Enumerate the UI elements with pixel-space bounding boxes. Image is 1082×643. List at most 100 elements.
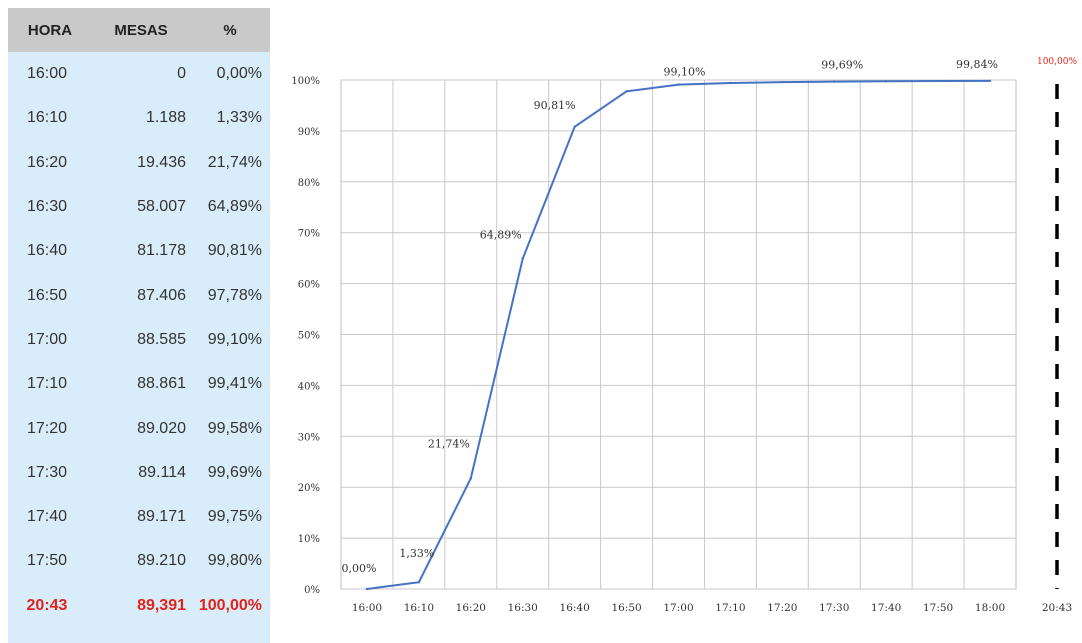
data-label: 99,84% — [956, 58, 998, 71]
cell-mesas: 88.861 — [137, 375, 186, 393]
data-point — [677, 83, 680, 86]
x-tick-label: 16:50 — [611, 602, 641, 614]
x-tick-label: 16:20 — [456, 602, 486, 614]
table-row-final: 20:43 89,391 100,00% — [8, 584, 270, 628]
y-tick-label: 0% — [304, 585, 320, 596]
table-row: 17:20 89.020 99,58% — [8, 406, 270, 450]
cell-mesas: 89.114 — [138, 463, 186, 481]
cell-mesas: 0 — [177, 65, 186, 83]
cell-percent: 0,00% — [216, 65, 262, 83]
cell-percent: 99,75% — [207, 508, 262, 526]
cell-mesas: 88.585 — [137, 330, 186, 348]
cell-mesas: 81.178 — [137, 242, 186, 260]
data-point — [625, 90, 628, 93]
table-row: 17:10 88.861 99,41% — [8, 362, 270, 406]
table-row: 16:40 81.178 90,81% — [8, 229, 270, 273]
cell-hora: 16:40 — [26, 242, 68, 260]
table-row: 16:30 58.007 64,89% — [8, 185, 270, 229]
table-row: 17:40 89.171 99,75% — [8, 495, 270, 539]
table-row: 17:30 89.114 99,69% — [8, 451, 270, 495]
table-row: 16:00 0 0,00% — [8, 52, 270, 96]
table-row: 17:00 88.585 99,10% — [8, 318, 270, 362]
data-point — [833, 80, 836, 83]
data-label: 99,69% — [821, 59, 863, 72]
cell-hora: 17:00 — [26, 330, 68, 348]
cell-percent: 99,41% — [207, 375, 262, 393]
y-tick-label: 50% — [298, 331, 320, 342]
cell-hora: 17:30 — [26, 463, 68, 481]
data-point — [729, 81, 732, 85]
data-point — [365, 587, 369, 591]
x-tick-label: 16:10 — [404, 602, 434, 614]
data-point — [936, 79, 940, 83]
cell-mesas: 89.210 — [137, 552, 186, 570]
cell-hora: 17:40 — [26, 508, 68, 526]
data-point — [781, 80, 784, 84]
x-tick-label: 17:30 — [819, 602, 849, 614]
y-tick-label: 100% — [291, 76, 320, 87]
data-label: 64,89% — [480, 229, 522, 242]
x-tick-label: 17:00 — [663, 602, 693, 614]
cell-hora: 17:20 — [26, 419, 68, 437]
cell-mesas: 19.436 — [137, 153, 186, 171]
cell-mesas: 89.171 — [137, 508, 186, 526]
y-tick-label: 20% — [298, 483, 320, 494]
data-label: 90,81% — [534, 99, 576, 112]
cell-hora: 17:10 — [26, 375, 68, 393]
cell-mesas: 58.007 — [137, 198, 186, 216]
cell-percent: 99,10% — [207, 330, 262, 348]
table-row: 16:20 19.436 21,74% — [8, 141, 270, 185]
table-row: 17:50 89.210 99,80% — [8, 539, 270, 583]
data-point — [884, 80, 888, 83]
y-tick-label: 10% — [298, 534, 320, 545]
cell-hora: 16:30 — [26, 198, 68, 216]
cell-hora: 16:10 — [26, 109, 68, 127]
x-tick-label: 16:30 — [508, 602, 538, 614]
cell-percent: 99,58% — [207, 419, 262, 437]
cell-percent: 97,78% — [207, 286, 262, 304]
data-label: 0,00% — [341, 562, 376, 575]
table-body: 16:00 0 0,00% 16:10 1.188 1,33% 16:20 19.436 21,… — [8, 52, 270, 628]
data-point — [469, 477, 473, 480]
cell-percent: 64,89% — [207, 198, 262, 216]
table-row: 16:50 87.406 97,78% — [8, 273, 270, 317]
data-label: 99,10% — [664, 66, 706, 79]
data-point — [417, 581, 421, 584]
results-table: HORA MESAS % 16:00 0 0,00% 16:10 1.188 1,33% 1… — [8, 8, 270, 643]
data-label: 21,74% — [428, 437, 470, 450]
table-header: HORA MESAS % — [8, 8, 270, 52]
cell-mesas: 89.020 — [137, 419, 186, 437]
x-tick-label: 17:40 — [871, 602, 901, 614]
cell-hora: 20:43 — [26, 596, 68, 614]
y-tick-label: 90% — [298, 127, 320, 138]
progress-line-chart: 0% 10% 20% 30% 40% 50% 60% 70% 80% 90% 100% 16:00 16… — [291, 57, 1077, 614]
x-tick-label: 17:50 — [923, 602, 953, 614]
cell-hora: 16:00 — [26, 65, 68, 83]
x-tick-label: 18:00 — [975, 602, 1005, 614]
x-tick-label: 17:10 — [715, 602, 745, 614]
cell-percent: 100,00% — [198, 596, 262, 614]
cell-percent: 1,33% — [216, 109, 262, 127]
data-point — [573, 125, 576, 128]
header-hora: HORA — [27, 21, 73, 39]
y-tick-label: 30% — [298, 432, 320, 443]
cell-hora: 17:50 — [26, 552, 68, 570]
cell-percent: 99,69% — [207, 463, 262, 481]
cell-percent: 21,74% — [207, 153, 262, 171]
cell-hora: 16:20 — [26, 153, 68, 171]
final-marker-label: 100,00% — [1037, 57, 1077, 67]
data-point — [988, 79, 992, 83]
x-tick-label-final: 20:43 — [1042, 602, 1072, 614]
data-label: 1,33% — [399, 547, 434, 560]
x-tick-label: 17:20 — [767, 602, 797, 614]
y-tick-label: 60% — [298, 280, 320, 291]
y-tick-label: 70% — [298, 229, 320, 240]
cell-percent: 90,81% — [207, 242, 262, 260]
x-tick-label: 16:40 — [560, 602, 590, 614]
cell-hora: 16:50 — [26, 286, 68, 304]
cell-mesas: 89,391 — [137, 596, 186, 614]
y-tick-label: 80% — [298, 178, 320, 189]
data-point — [521, 257, 524, 260]
cell-mesas: 87.406 — [137, 286, 186, 304]
table-row: 16:10 1.188 1,33% — [8, 96, 270, 140]
